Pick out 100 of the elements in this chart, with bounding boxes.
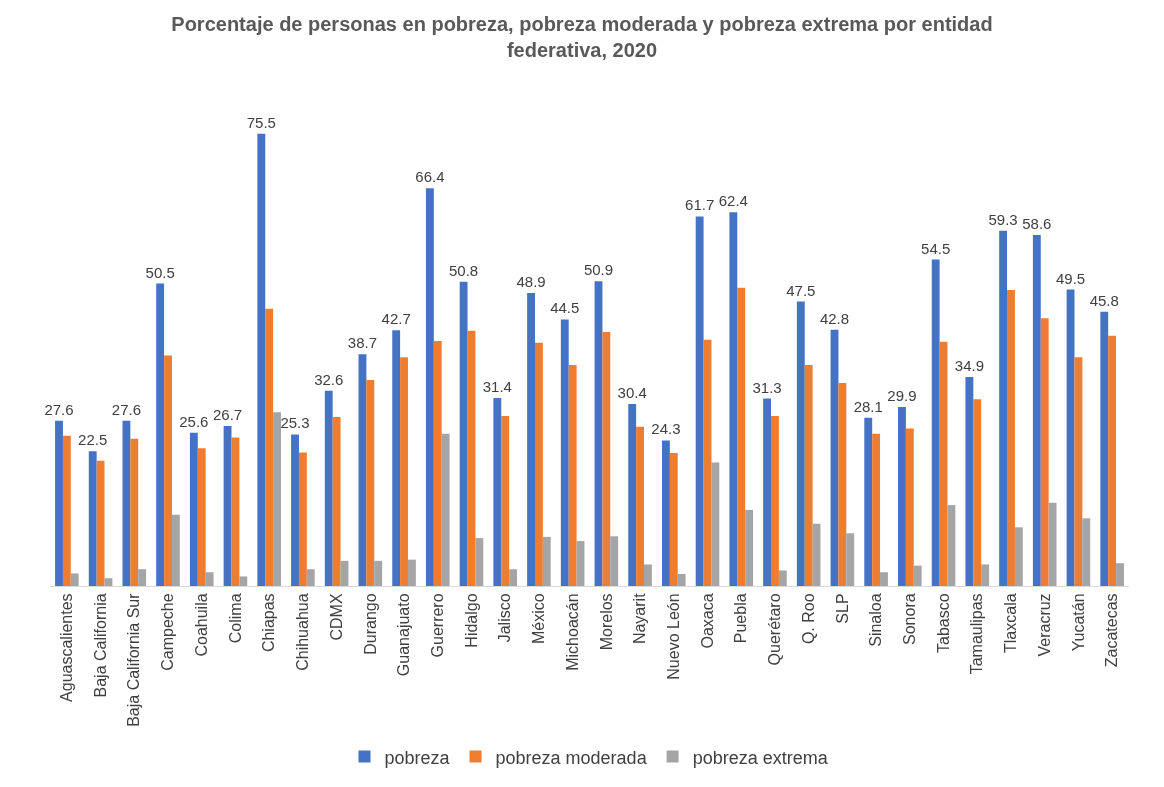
data-label: 59.3 bbox=[988, 210, 1018, 228]
bar bbox=[1007, 290, 1015, 586]
bar bbox=[695, 216, 704, 586]
bar bbox=[205, 572, 214, 586]
x-tick-label: Veracruz bbox=[1035, 593, 1053, 657]
x-tick-label: Hidalgo bbox=[462, 593, 480, 648]
x-tick-label: Tlaxcala bbox=[1002, 593, 1020, 653]
data-label: 49.5 bbox=[1055, 269, 1086, 287]
x-tick-label: Baja California bbox=[91, 593, 109, 698]
x-tick-label: Durango bbox=[361, 593, 379, 655]
bar bbox=[542, 536, 551, 586]
data-label: 25.6 bbox=[179, 412, 209, 430]
bar bbox=[130, 438, 139, 586]
data-label: 32.6 bbox=[314, 370, 344, 388]
bar bbox=[628, 403, 637, 586]
bar bbox=[662, 440, 670, 586]
data-label: 58.6 bbox=[1022, 215, 1052, 233]
bar bbox=[771, 415, 779, 586]
bar bbox=[568, 364, 577, 586]
data-label: 62.4 bbox=[718, 192, 748, 210]
x-tick-label: Tamaulipas bbox=[968, 593, 986, 675]
bar bbox=[1040, 318, 1049, 586]
x-tick-label: Querétaro bbox=[766, 593, 784, 666]
bar bbox=[104, 578, 113, 586]
bar bbox=[138, 569, 147, 586]
bar bbox=[737, 287, 746, 586]
bar bbox=[400, 357, 408, 586]
x-tick-label: Aguascalientes bbox=[58, 593, 76, 702]
bar bbox=[70, 573, 79, 586]
x-tick-label: Colima bbox=[226, 593, 244, 644]
bar bbox=[838, 382, 847, 586]
bar bbox=[425, 188, 434, 586]
x-tick-label: Nayarit bbox=[631, 592, 649, 645]
bar bbox=[905, 428, 914, 586]
bar bbox=[610, 536, 619, 586]
bar bbox=[273, 412, 281, 586]
bar bbox=[644, 564, 652, 586]
bar bbox=[778, 570, 787, 586]
data-label: 54.5 bbox=[921, 239, 951, 257]
bar bbox=[1108, 335, 1117, 586]
x-tick-label: Sonora bbox=[901, 593, 919, 645]
bar bbox=[265, 308, 274, 586]
bar bbox=[501, 415, 510, 586]
bar bbox=[973, 399, 982, 586]
x-tick-label: Coahuila bbox=[192, 593, 210, 657]
bar bbox=[527, 293, 535, 586]
bar bbox=[711, 462, 720, 586]
data-label: 28.1 bbox=[853, 397, 883, 415]
bar bbox=[763, 398, 772, 586]
data-label: 75.5 bbox=[246, 113, 276, 131]
x-tick-label: Sinaloa bbox=[867, 593, 885, 647]
bar bbox=[636, 426, 645, 586]
bar bbox=[677, 574, 686, 586]
legend-label: pobreza bbox=[384, 747, 451, 768]
bar bbox=[669, 453, 678, 586]
bar bbox=[1014, 527, 1023, 586]
data-label: 61.7 bbox=[685, 196, 715, 214]
x-tick-label: Baja California Sur bbox=[125, 592, 143, 727]
x-tick-label: Guanajuato bbox=[395, 593, 413, 677]
x-tick-label: CDMX bbox=[327, 593, 345, 641]
legend-label: pobreza extrema bbox=[692, 747, 829, 768]
x-tick-label: Tabasco bbox=[934, 593, 952, 653]
bar bbox=[239, 576, 248, 586]
bar bbox=[324, 390, 333, 586]
bar bbox=[164, 355, 172, 586]
bar bbox=[880, 572, 888, 586]
bar bbox=[223, 426, 232, 586]
x-tick-label: Michoacán bbox=[563, 593, 581, 671]
bar bbox=[913, 565, 922, 586]
x-tick-label: Campeche bbox=[159, 593, 177, 671]
bar bbox=[846, 533, 855, 586]
bar bbox=[459, 281, 468, 586]
bar bbox=[291, 434, 299, 586]
bar bbox=[62, 435, 71, 586]
data-label: 38.7 bbox=[347, 334, 378, 352]
bar bbox=[374, 560, 383, 586]
data-label: 30.4 bbox=[617, 383, 647, 401]
data-label: 25.3 bbox=[280, 414, 310, 432]
x-tick-label: México bbox=[530, 593, 548, 645]
bar bbox=[796, 301, 805, 586]
data-label: 66.4 bbox=[415, 168, 445, 186]
data-label: 27.6 bbox=[44, 400, 74, 418]
bar bbox=[965, 376, 974, 586]
bar bbox=[947, 505, 956, 586]
bar bbox=[88, 451, 97, 586]
bar bbox=[493, 397, 502, 586]
bar bbox=[407, 559, 416, 586]
bar bbox=[197, 448, 206, 586]
data-label: 48.9 bbox=[516, 273, 546, 291]
data-label: 31.4 bbox=[482, 377, 512, 395]
x-tick-label: Chiapas bbox=[260, 593, 278, 653]
data-label: 50.5 bbox=[145, 263, 175, 281]
bar bbox=[898, 406, 906, 586]
bar bbox=[306, 569, 315, 586]
data-label: 24.3 bbox=[651, 420, 681, 438]
bar bbox=[804, 364, 813, 586]
data-label: 34.9 bbox=[954, 356, 984, 374]
bar bbox=[1116, 563, 1124, 586]
bar bbox=[366, 379, 375, 586]
data-label: 50.9 bbox=[583, 261, 614, 279]
